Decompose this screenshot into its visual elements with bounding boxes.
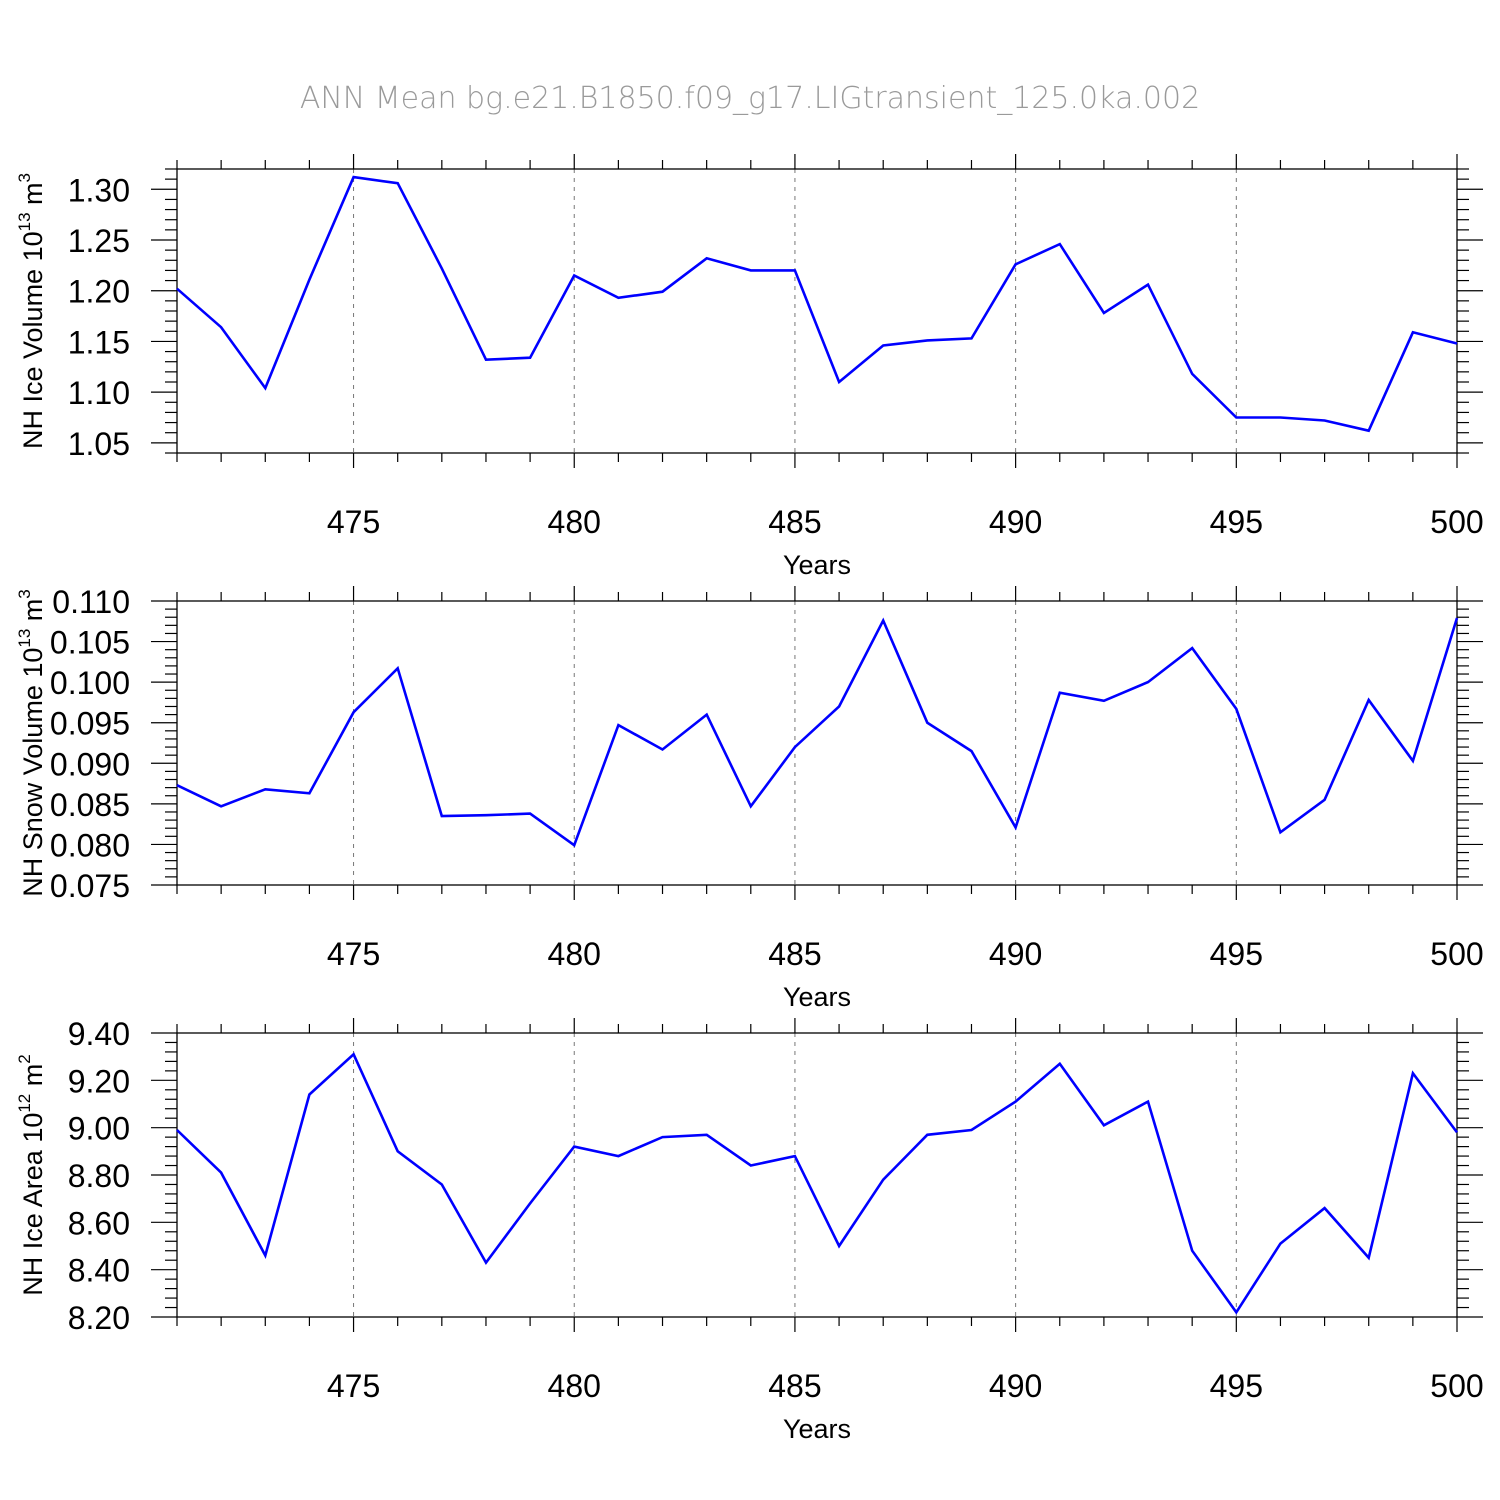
y-tick-label: 1.05 [68,426,130,462]
y-tick-label: 1.30 [68,172,130,208]
y-tick-label: 0.105 [50,625,130,661]
x-tick-label: 480 [548,504,601,540]
y-axis-label: NH Ice Volume 1013 m3 [15,173,48,449]
y-tick-label: 8.20 [68,1300,130,1336]
x-tick-label: 490 [989,936,1042,972]
x-tick-label: 490 [989,504,1042,540]
plot-frame [176,168,1458,454]
y-tick-label: 9.20 [68,1063,130,1099]
x-tick-label: 480 [548,1368,601,1404]
panel-3: 8.20 8.40 8.60 8.80 9.00 9.20 9.40 475 480 485 490… [15,1016,1484,1444]
figure-title: ANN Mean bg.e21.B1850.f09_g17.LIGtransie… [300,81,1200,116]
y-tick-label: 8.40 [68,1253,130,1289]
y-tick-label: 0.095 [50,706,130,742]
panel-1: 1.05 1.10 1.15 1.20 1.25 1.30 475 480 485 490 495 5… [15,154,1484,580]
x-tick-label: 500 [1430,936,1483,972]
y-tick-label: 0.110 [52,584,130,620]
y-tick-label: 0.080 [50,827,130,863]
x-tick-label: 500 [1430,504,1483,540]
plot-frame [176,1032,1458,1318]
data-series-line [176,617,1459,848]
y-axis-label: NH Ice Area 1012 m2 [15,1054,48,1295]
plot-frame [176,600,1458,886]
panel-2: 0.075 0.080 0.085 0.090 0.095 0.100 0.105 0.110… [15,584,1484,1012]
x-axis-label: Years [783,1414,851,1444]
x-axis-label: Years [783,550,851,580]
x-tick-label: 475 [327,936,380,972]
y-tick-label: 1.20 [68,274,130,310]
y-tick-label: 8.80 [68,1158,130,1194]
y-tick-label: 1.15 [68,324,130,360]
y-tick-label: 0.075 [50,868,130,904]
y-tick-label: 9.40 [68,1016,130,1052]
x-axis-label: Years [783,982,851,1012]
y-tick-label: 1.25 [68,223,130,259]
panels-group: 1.05 1.10 1.15 1.20 1.25 1.30 475 480 485 490 495 5… [15,154,1484,1444]
x-tick-label: 490 [989,1368,1042,1404]
x-tick-label: 495 [1210,936,1263,972]
x-tick-label: 495 [1210,504,1263,540]
data-series-line [176,175,1458,433]
y-tick-label: 0.090 [50,746,130,782]
y-tick-label: 9.00 [68,1111,130,1147]
x-tick-label: 480 [548,936,601,972]
y-tick-label: 0.100 [50,665,130,701]
y-tick-label: 8.60 [68,1205,130,1241]
x-tick-label: 485 [768,504,821,540]
x-tick-label: 500 [1430,1368,1483,1404]
x-tick-label: 485 [768,936,821,972]
x-tick-label: 485 [768,1368,821,1404]
y-tick-label: 0.085 [50,787,130,823]
x-tick-label: 495 [1210,1368,1263,1404]
y-tick-label: 1.10 [68,375,130,411]
y-axis-label: NH Snow Volume 1013 m3 [15,589,48,897]
x-tick-label: 475 [327,1368,380,1404]
data-series-line [176,1052,1459,1315]
x-tick-label: 475 [327,504,380,540]
